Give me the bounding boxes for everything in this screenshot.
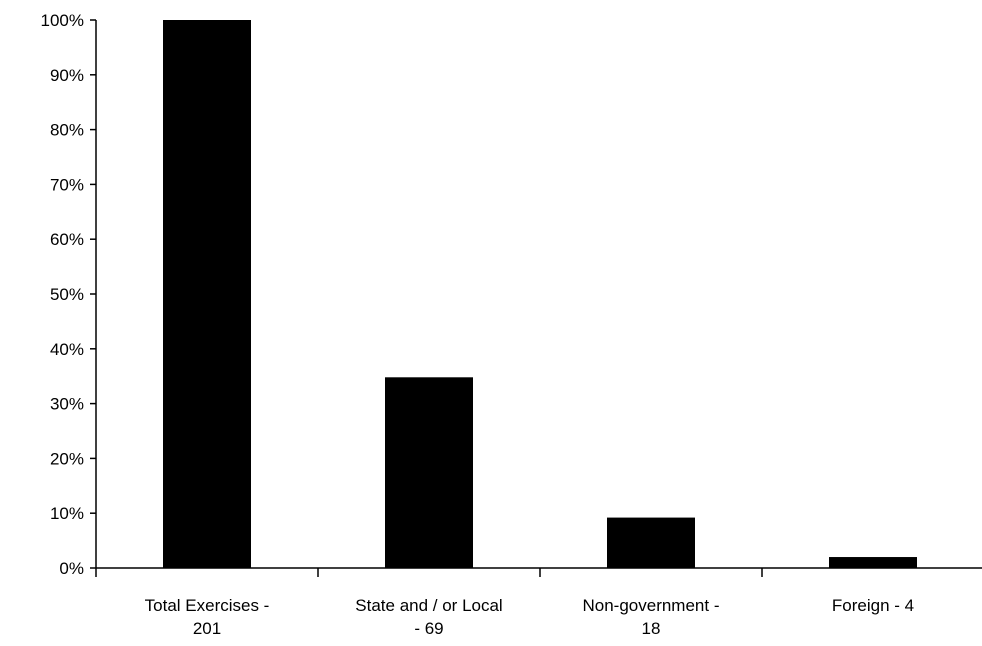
y-tick-label: 20%	[50, 449, 84, 468]
x-category-label: Non-government -18	[582, 596, 719, 638]
y-tick-label: 80%	[50, 121, 84, 140]
y-tick-label: 10%	[50, 504, 84, 523]
bar	[385, 377, 473, 568]
y-axis: 0% 10% 20% 30% 40% 50% 60% 70% 80% 90% 100%	[41, 11, 97, 578]
category-labels: Total Exercises -201 State and / or Local…	[145, 596, 914, 638]
y-tick-label: 40%	[50, 340, 84, 359]
y-tick-label: 60%	[50, 230, 84, 249]
y-tick-label: 100%	[41, 11, 84, 30]
x-axis	[95, 567, 982, 577]
y-tick-label: 30%	[50, 395, 84, 414]
x-category-label: State and / or Local - 69	[355, 596, 502, 638]
x-category-label: Total Exercises -201	[145, 596, 270, 638]
y-tick-label: 70%	[50, 175, 84, 194]
bar	[163, 20, 251, 568]
y-tick-label: 90%	[50, 66, 84, 85]
bar	[607, 517, 695, 568]
bar	[829, 557, 917, 568]
y-tick-label: 50%	[50, 285, 84, 304]
x-category-label: Foreign - 4	[832, 596, 914, 615]
bars	[163, 20, 917, 568]
y-tick-label: 0%	[59, 559, 84, 578]
